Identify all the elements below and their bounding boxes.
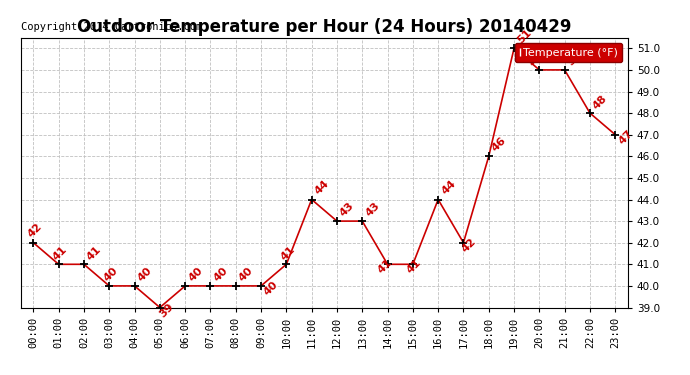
- Text: 40: 40: [101, 266, 119, 284]
- Text: 40: 40: [262, 279, 280, 297]
- Title: Outdoor Temperature per Hour (24 Hours) 20140429: Outdoor Temperature per Hour (24 Hours) …: [77, 18, 571, 36]
- Text: 41: 41: [376, 257, 394, 276]
- Text: 42: 42: [26, 221, 44, 240]
- Text: 41: 41: [405, 257, 424, 276]
- Text: 40: 40: [186, 266, 204, 284]
- Text: 43: 43: [338, 201, 356, 219]
- Text: 40: 40: [136, 266, 154, 284]
- Text: 40: 40: [212, 266, 230, 284]
- Text: 41: 41: [51, 244, 69, 262]
- Text: 41: 41: [85, 244, 104, 262]
- Text: 50: 50: [566, 50, 584, 68]
- Text: 46: 46: [490, 135, 509, 153]
- Text: Copyright 2014 Cartronics.com: Copyright 2014 Cartronics.com: [21, 22, 202, 32]
- Text: 50: 50: [526, 50, 543, 68]
- Text: 47: 47: [617, 128, 635, 146]
- Text: 44: 44: [313, 178, 331, 196]
- Text: 41: 41: [279, 244, 297, 262]
- Text: 51: 51: [515, 27, 533, 45]
- Text: 43: 43: [364, 201, 382, 219]
- Text: 44: 44: [440, 178, 457, 196]
- Text: 40: 40: [237, 266, 255, 284]
- Text: 42: 42: [460, 236, 477, 254]
- Text: 48: 48: [591, 93, 609, 111]
- Text: 39: 39: [157, 302, 175, 320]
- Legend: Temperature (°F): Temperature (°F): [515, 43, 622, 62]
